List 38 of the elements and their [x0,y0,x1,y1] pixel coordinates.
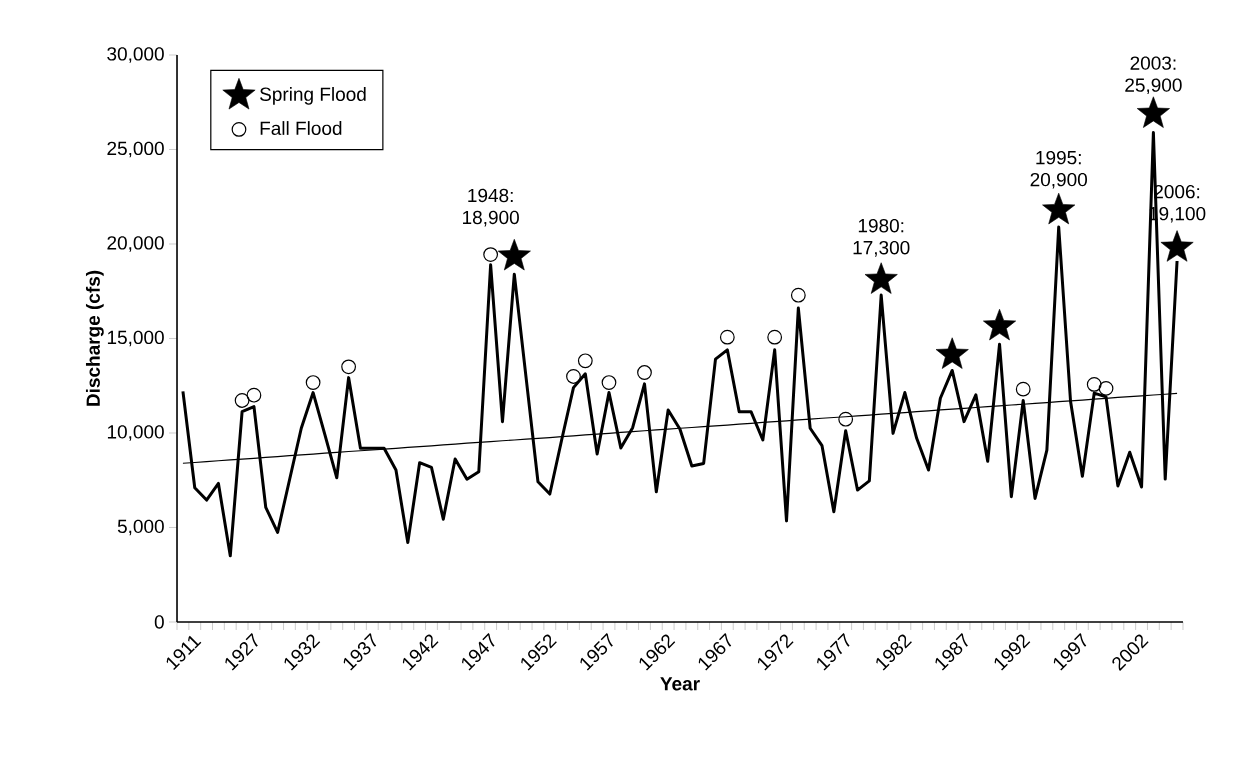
point [497,238,531,271]
point [1015,381,1031,397]
point [577,353,593,369]
point [566,369,581,384]
y-tick-label: 10,000 [107,425,164,441]
y-tick-label: 5,000 [117,519,164,536]
point [1160,230,1194,262]
annotation: 2003: 25,900 [1125,56,1182,95]
point [1042,192,1076,225]
point [1136,96,1170,128]
annotation: 1995: 20,900 [1030,150,1088,189]
point [719,329,735,345]
y-tick-label: 15,000 [107,330,164,347]
point [767,329,783,345]
point [341,359,357,375]
point [838,411,854,427]
annotation: 1948: 18,900 [463,188,519,227]
y-axis-title: Discharge (cfs) [85,270,104,406]
point [483,247,499,262]
y-tick-label: 0 [154,615,164,629]
point [246,387,262,403]
point [305,375,321,390]
point [601,375,617,390]
annotation: 1980: 17,300 [853,218,910,257]
legend-label: Spring Flood [260,87,366,105]
x-axis-title: Year [660,677,700,691]
point [1098,380,1114,396]
point [637,365,652,380]
point [790,287,806,303]
point [1086,377,1102,392]
y-tick-label: 30,000 [107,47,164,63]
point [983,308,1016,341]
point [864,262,898,294]
y-tick-label: 20,000 [107,236,164,252]
y-tick-label: 25,000 [107,141,164,158]
legend-label: Fall Flood [260,121,342,136]
point [234,393,250,408]
point [935,337,969,369]
